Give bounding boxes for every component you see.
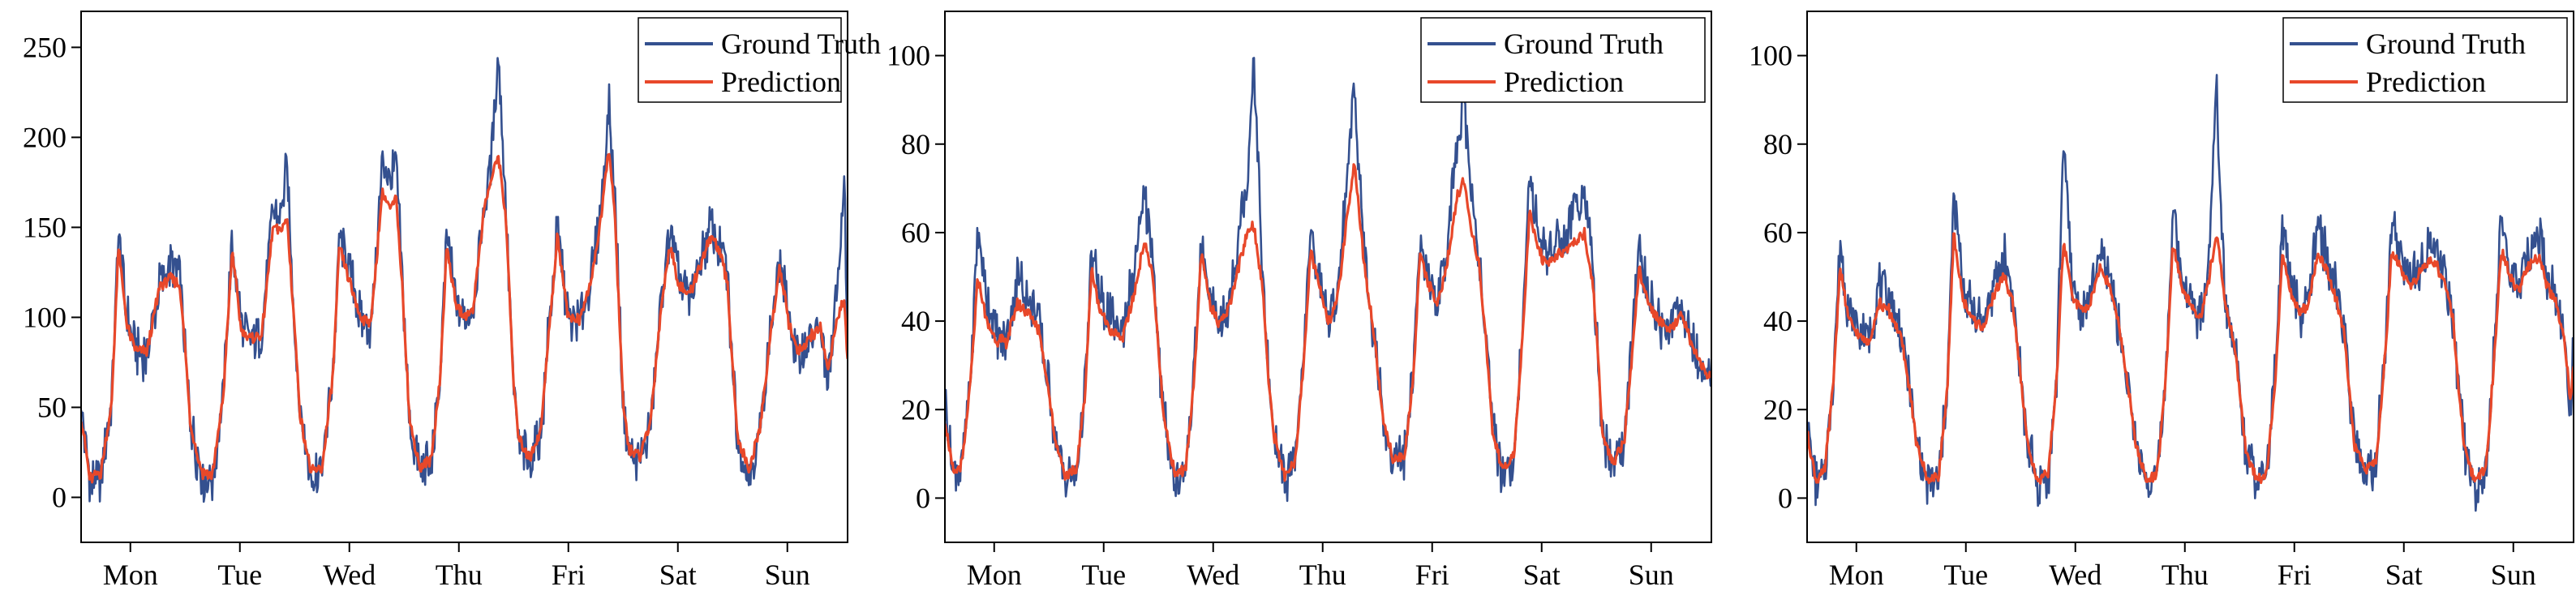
panel-1-x-tick-label-mon: Mon — [103, 559, 158, 591]
panel-2-y-tick-label: 20 — [901, 393, 930, 426]
panel-1-legend: Ground Truth Prediction — [638, 17, 881, 103]
panel-1-x-tick-label-thu: Thu — [436, 559, 483, 591]
panel-1: 0 50 100 150 200 250 Mon Tue Wed Thu Fri Sat Sun Gr… — [23, 11, 881, 591]
panel-1-legend-box — [638, 17, 842, 103]
panel-3-x-tick-label-wed: Wed — [2049, 559, 2102, 591]
panel-1-x-tick-label-fri: Fri — [552, 559, 586, 591]
panel-3-y-tick-label: 40 — [1763, 305, 1792, 337]
panel-1-ground-truth-line — [81, 57, 848, 503]
panel-2-y-tick-label: 0 — [916, 482, 930, 514]
panel-1-x-tick-label-tue: Tue — [217, 559, 262, 591]
panel-1-x-tick-label-wed: Wed — [323, 559, 376, 591]
panel-1-y-ticks: 0 50 100 150 200 250 — [23, 31, 81, 513]
panel-2-x-tick-label-fri: Fri — [1415, 559, 1449, 591]
panel-1-y-tick-label: 150 — [23, 211, 67, 243]
panel-1-y-tick-label: 50 — [37, 391, 67, 423]
panel-1-x-tick-label-sat: Sat — [659, 559, 697, 591]
panel-3-legend-box — [2282, 17, 2568, 103]
panel-3-prediction-line — [1807, 232, 2574, 485]
panel-2-x-tick-label-sun: Sun — [1629, 559, 1674, 591]
panel-1-axes-frame — [80, 11, 848, 543]
panel-1-y-tick-label: 0 — [52, 481, 67, 513]
panel-3-plot-area — [1807, 74, 2574, 512]
panel-2-plot-area — [945, 57, 1711, 503]
panel-2-y-tick-label: 60 — [901, 216, 930, 249]
panel-2: 0 20 40 60 80 100 Mon Tue Wed Thu Fri Sat Sun Groun… — [887, 11, 1712, 591]
panel-2-legend: Ground Truth Prediction — [1420, 17, 1706, 103]
panel-2-x-tick-label-tue: Tue — [1081, 559, 1126, 591]
panel-2-x-tick-label-wed: Wed — [1187, 559, 1239, 591]
panel-2-y-tick-label: 40 — [901, 305, 930, 337]
panel-2-prediction-line — [945, 163, 1711, 482]
panel-2-y-tick-label: 100 — [887, 40, 930, 72]
panel-1-prediction-line — [81, 152, 848, 484]
panel-2-legend-box — [1420, 17, 1706, 103]
panel-3-ground-truth-line — [1807, 74, 2574, 512]
panel-2-axes-frame — [944, 11, 1712, 543]
panel-1-y-tick-label: 250 — [23, 31, 67, 63]
panel-2-x-tick-label-sat: Sat — [1523, 559, 1561, 591]
panel-3-y-tick-label: 80 — [1763, 128, 1792, 161]
panel-3-x-tick-label-fri: Fri — [2278, 559, 2312, 591]
panel-3-x-tick-label-sun: Sun — [2491, 559, 2536, 591]
panel-3-x-ticks: Mon Tue Wed Thu Fri Sat Sun — [1829, 542, 2536, 591]
panel-1-legend-ground-truth-label: Ground Truth — [721, 28, 881, 60]
panel-3-legend-prediction-label: Prediction — [2366, 66, 2486, 98]
panel-3-legend-ground-truth-label: Ground Truth — [2366, 28, 2526, 60]
panel-2-y-tick-label: 80 — [901, 128, 930, 161]
panel-3-y-tick-label: 60 — [1763, 216, 1792, 249]
panel-2-x-tick-label-thu: Thu — [1299, 559, 1346, 591]
panel-1-legend-prediction-label: Prediction — [721, 66, 841, 98]
panel-2-ground-truth-line — [945, 57, 1711, 503]
panel-2-legend-prediction-label: Prediction — [1504, 66, 1624, 98]
panel-3: 0 20 40 60 80 100 Mon Tue Wed Thu Fri Sat Sun Groun… — [1749, 11, 2574, 591]
panel-3-y-tick-label: 0 — [1778, 482, 1792, 514]
panel-2-x-ticks: Mon Tue Wed Thu Fri Sat Sun — [967, 542, 1674, 591]
panel-2-y-ticks: 0 20 40 60 80 100 — [887, 40, 945, 514]
panel-3-y-tick-label: 20 — [1763, 393, 1792, 426]
panel-1-y-tick-label: 100 — [23, 301, 67, 333]
panel-2-x-tick-label-mon: Mon — [967, 559, 1022, 591]
panel-1-plot-area — [81, 57, 848, 503]
panel-3-x-tick-label-mon: Mon — [1829, 559, 1884, 591]
panel-3-y-tick-label: 100 — [1749, 40, 1792, 72]
panel-2-legend-ground-truth-label: Ground Truth — [1504, 28, 1664, 60]
panel-3-axes-frame — [1806, 11, 2574, 543]
panel-3-x-tick-label-thu: Thu — [2162, 559, 2209, 591]
panel-3-x-tick-label-sat: Sat — [2385, 559, 2423, 591]
panel-1-y-tick-label: 200 — [23, 121, 67, 153]
panel-1-x-tick-label-sun: Sun — [765, 559, 810, 591]
panel-3-y-ticks: 0 20 40 60 80 100 — [1749, 40, 1807, 514]
panel-3-legend: Ground Truth Prediction — [2282, 17, 2568, 103]
panel-1-x-ticks: Mon Tue Wed Thu Fri Sat Sun — [103, 542, 810, 591]
panel-3-x-tick-label-tue: Tue — [1943, 559, 1988, 591]
